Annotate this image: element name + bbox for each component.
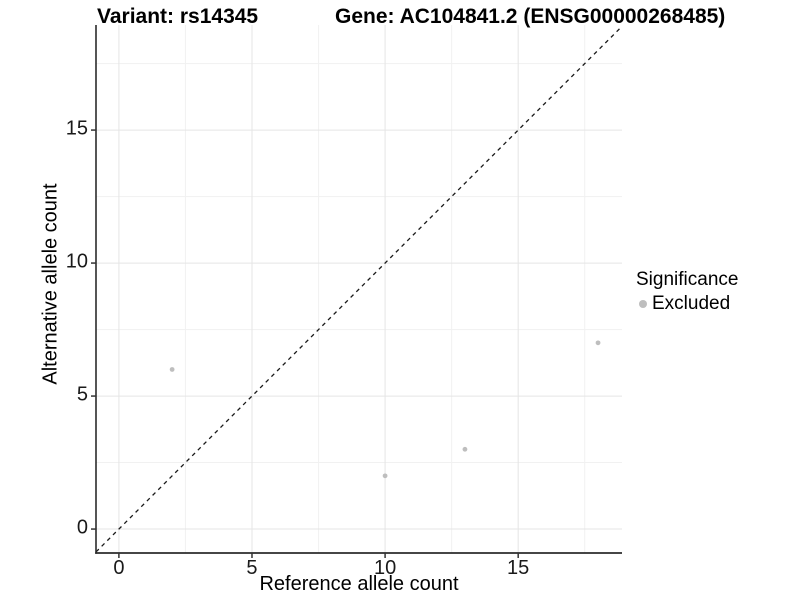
data-point — [169, 367, 175, 372]
y-tick-label: 10 — [65, 250, 88, 273]
variant-title: Variant: rs14345 — [97, 5, 259, 28]
legend: Significance Excluded — [636, 269, 738, 315]
x-tick-label: 10 — [373, 557, 397, 579]
y-tick-label: 5 — [76, 383, 88, 406]
data-point — [382, 473, 388, 479]
plot-area-svg — [91, 25, 623, 558]
x-tick-label: 15 — [507, 557, 530, 579]
x-axis-title: Reference allele count — [259, 573, 459, 595]
y-tick-label: 15 — [65, 117, 88, 140]
excluded-point-icon — [639, 300, 647, 308]
gene-title: Gene: AC104841.2 (ENSG00000268485) — [335, 5, 726, 28]
legend-title: Significance — [636, 269, 739, 290]
x-tick-label: 5 — [246, 557, 258, 579]
plot-panel — [91, 25, 623, 558]
x-tick-label: 0 — [113, 557, 125, 579]
identity-line — [95, 25, 623, 553]
y-tick-label: 0 — [76, 516, 88, 539]
data-point — [595, 340, 601, 346]
y-axis-title: Alternative allele count — [39, 183, 62, 385]
legend-item-label: Excluded — [652, 293, 731, 314]
legend-item-excluded: Excluded — [639, 293, 738, 315]
data-point — [462, 446, 468, 452]
